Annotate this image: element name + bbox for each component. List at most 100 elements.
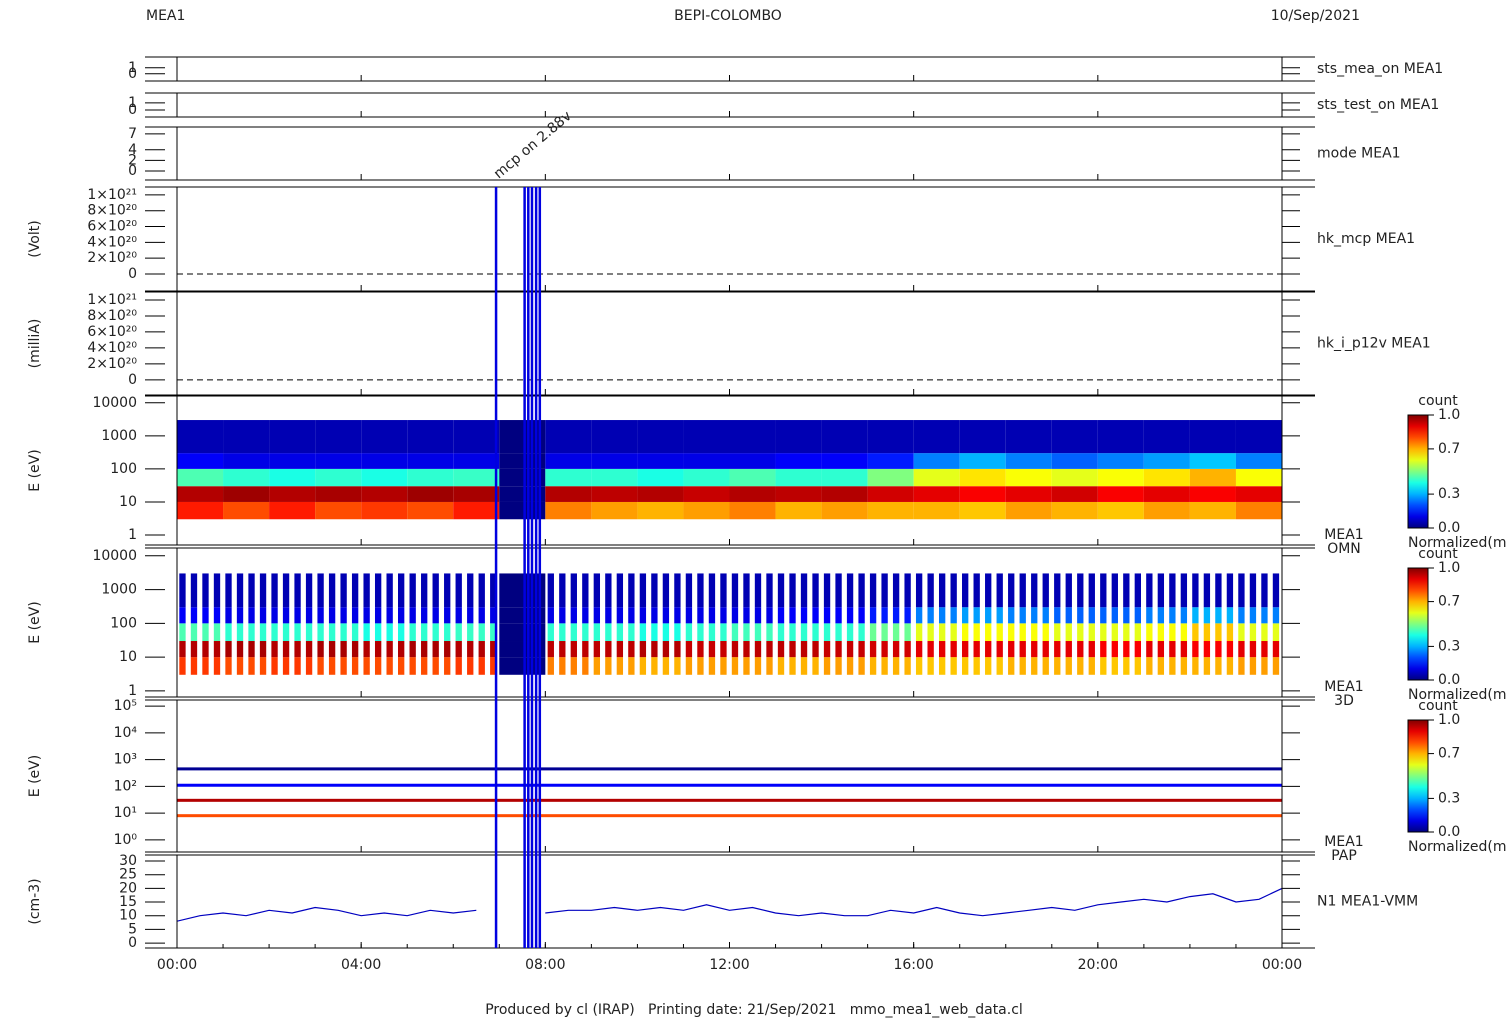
heatmap-cell [867,486,914,502]
colorbar-tick-label: 0.0 [1438,520,1460,536]
heatmap-cell [444,607,451,624]
y-tick-label: 1 [128,95,137,111]
heatmap-cell [904,657,911,675]
heatmap-cell [915,623,923,642]
heatmap-cell [467,641,474,658]
heatmap-cell [591,501,638,520]
y-tick-label: 1000 [101,582,137,598]
heatmap-cell [315,468,362,487]
y-tick-label: 20 [119,880,137,896]
heatmap-cell [962,657,969,675]
heatmap-cell [1100,607,1107,624]
heatmap-cell [259,657,267,675]
y-tick-label: 0 [128,102,137,118]
heatmap-cell [881,607,888,624]
heatmap-cell [582,607,589,624]
heatmap-cell [467,623,474,642]
heatmap-cell [1203,657,1211,675]
heatmap-cell [1146,623,1153,642]
heatmap-cell [1226,623,1234,642]
panel-subname: PAP [1331,848,1357,864]
heatmap-cell [639,573,647,608]
heatmap-cell [236,623,244,642]
heatmap-cell [363,573,370,608]
heatmap-cell [386,607,393,624]
heatmap-cell [282,573,290,608]
heatmap-cell [1261,607,1268,624]
y-axis-label: E (eV) [27,601,43,643]
heatmap-cell [996,657,1003,675]
heatmap-cell [1088,623,1095,642]
heatmap-cell [499,641,546,658]
heatmap-cell [812,641,819,658]
heatmap-cell [1042,641,1049,658]
heatmap-cell [591,468,638,487]
heatmap-cell [1005,486,1052,502]
y-tick-label: 1 [128,683,137,699]
heatmap-cell [1123,623,1130,642]
heatmap-cell [363,607,370,624]
heatmap-cell [1008,573,1015,608]
heatmap-cell [775,468,822,487]
heatmap-cell [213,573,221,608]
heatmap-cell [282,641,290,658]
heatmap-cell [869,641,877,658]
heatmap-cell [662,623,670,642]
heatmap-cell [1019,607,1026,624]
heatmap-cell [1134,573,1141,608]
y-tick-label: 1 [128,60,137,76]
y-tick-label: 15 [119,894,137,910]
heatmap-cell [754,657,762,675]
heatmap-cell [1051,468,1098,487]
heatmap-cell [651,657,658,675]
heatmap-cell [1065,573,1072,608]
heatmap-cell [398,607,405,624]
heatmap-cell [1054,641,1061,658]
heatmap-cell [179,607,186,624]
heatmap-cell [927,657,934,675]
heatmap-cell [1180,641,1188,658]
heatmap-cell [835,657,842,675]
heatmap-cell [444,623,451,642]
heatmap-cell [800,657,808,675]
heatmap-cell [177,486,224,502]
heatmap-cell [1238,607,1245,624]
heatmap-cell [432,641,439,658]
heatmap-cell [223,486,270,502]
heatmap-cell [1157,573,1165,608]
heatmap-cell [1051,453,1098,469]
heatmap-cell [1051,501,1098,520]
heatmap-cell [697,623,704,642]
heatmap-cell [1051,486,1098,502]
heatmap-cell [1261,623,1268,642]
heatmap-cell [775,501,822,520]
y-tick-label: 6×10²⁰ [87,219,137,235]
y-tick-label: 1 [128,527,137,543]
heatmap-cell [1100,573,1107,608]
heatmap-cell [570,573,577,608]
heatmap-cell [1203,573,1211,608]
heatmap-cell [351,573,359,608]
heatmap-cell [444,657,451,675]
heatmap-cell [1077,573,1084,608]
heatmap-cell [223,453,270,469]
heatmap-cell [444,641,451,658]
colorbar-tick-label: 0.3 [1438,790,1460,806]
heatmap-cell [731,607,739,624]
heatmap-cell [904,607,911,624]
heatmap-cell [766,573,773,608]
heatmap-cell [398,657,405,675]
heatmap-cell [927,607,934,624]
heatmap-cell [1097,420,1144,454]
heatmap-cell [777,623,785,642]
heatmap-cell [766,657,773,675]
heatmap-cell [1100,623,1107,642]
heatmap-cell [846,573,854,608]
heatmap-cell [662,573,670,608]
heatmap-cell [789,641,796,658]
heatmap-cell [881,657,888,675]
heatmap-cell [202,657,209,675]
heatmap-cell [1143,486,1190,502]
heatmap-cell [927,623,934,642]
colorbar-tick-label: 1.0 [1438,407,1460,423]
